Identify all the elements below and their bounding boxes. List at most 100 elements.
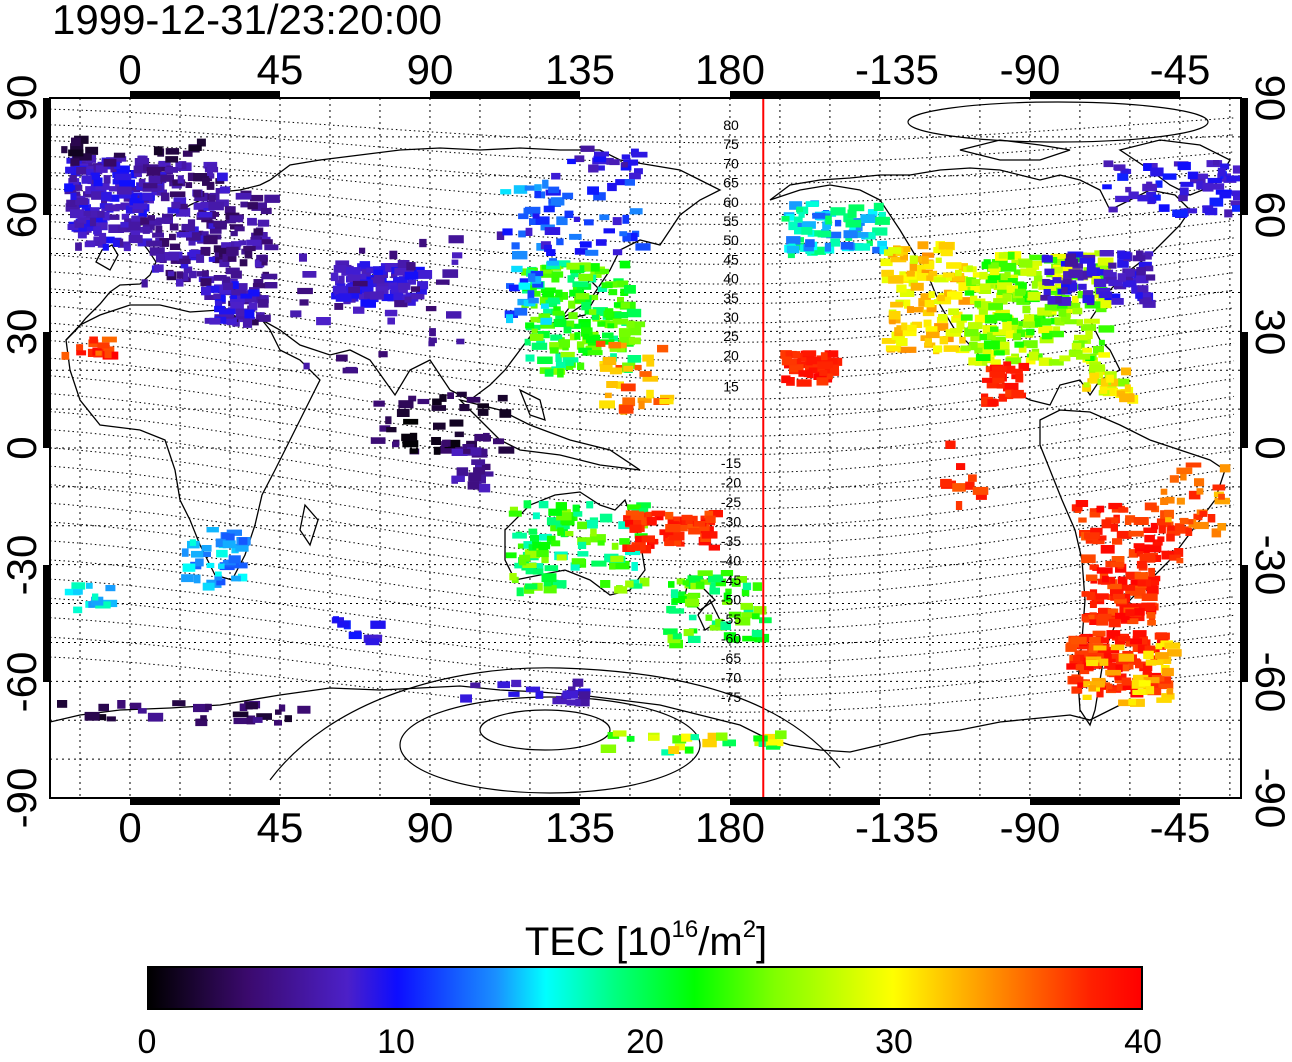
tec-cell <box>240 201 248 208</box>
tec-cell <box>193 189 202 198</box>
tec-cell <box>1071 504 1083 512</box>
tec-cell <box>466 396 481 403</box>
tec-cell <box>1029 254 1045 261</box>
tec-cell <box>366 267 374 273</box>
tec-cell <box>456 391 467 397</box>
tec-cell <box>525 686 541 693</box>
tec-cell <box>629 208 643 215</box>
tec-cell <box>146 167 162 176</box>
tec-cell <box>73 606 83 614</box>
tec-cell <box>96 211 105 218</box>
tec-cell <box>1041 333 1053 340</box>
tec-cell <box>231 281 239 289</box>
tec-cell <box>581 327 593 337</box>
tec-cell <box>149 247 165 256</box>
tec-cell <box>581 301 591 311</box>
tec-cell <box>1161 550 1175 560</box>
tec-cell <box>1058 307 1067 317</box>
tec-cell <box>1068 350 1083 357</box>
colorbar-tick: 0 <box>137 1023 157 1061</box>
tec-cell <box>392 441 400 448</box>
tec-cell <box>359 294 368 300</box>
tec-cell <box>436 279 450 285</box>
tec-cell <box>1158 680 1174 690</box>
tec-cell <box>101 191 112 201</box>
frame-tick <box>1241 565 1248 682</box>
tec-cell <box>352 280 368 287</box>
tec-cell <box>628 326 642 336</box>
tec-cell <box>1006 285 1018 294</box>
tec-cell <box>1089 508 1102 514</box>
tec-cell <box>1110 562 1125 568</box>
tec-cell <box>988 303 1003 310</box>
tec-cell <box>1128 698 1136 706</box>
tec-cell <box>584 219 594 226</box>
tec-cell <box>511 265 523 273</box>
tec-cell <box>419 238 427 248</box>
tec-cell <box>259 254 267 262</box>
tec-cell <box>1146 191 1157 200</box>
tec-cell <box>543 585 557 594</box>
frame-tick <box>1030 91 1180 98</box>
tec-cell <box>176 232 192 238</box>
tec-cell <box>1211 528 1222 538</box>
tec-cell <box>350 289 362 299</box>
tec-cell <box>386 427 397 433</box>
tec-cell <box>579 322 590 328</box>
tec-cell <box>131 216 145 225</box>
tec-cell <box>1122 280 1137 288</box>
tec-cell <box>1073 655 1081 664</box>
tec-cell <box>335 260 350 269</box>
tec-cell <box>924 338 932 347</box>
tec-cell <box>532 281 544 288</box>
tec-cell <box>429 328 436 337</box>
tec-cell <box>611 542 619 550</box>
tec-cell <box>1089 564 1099 570</box>
tec-cell <box>516 587 524 597</box>
contour-label: 65 <box>723 175 739 191</box>
tec-cell <box>207 169 213 176</box>
tec-cell <box>621 154 631 160</box>
tec-cell <box>149 218 162 226</box>
tec-cell <box>933 345 943 353</box>
tec-cell <box>70 192 77 200</box>
tec-cell <box>657 344 669 353</box>
axis-label: -90 <box>1247 768 1292 829</box>
tec-cell <box>558 339 570 348</box>
tec-cell <box>544 369 554 377</box>
tec-cell <box>574 332 581 340</box>
tec-cell <box>629 579 640 588</box>
tec-cell <box>1107 583 1122 590</box>
tec-cell <box>937 295 945 302</box>
tec-cell <box>759 617 772 624</box>
tec-cell <box>137 708 147 714</box>
axis-label: 90 <box>407 46 454 93</box>
tec-cell <box>451 448 468 456</box>
tec-cell <box>621 162 628 168</box>
tec-cell <box>531 328 538 334</box>
tec-cell <box>120 221 129 228</box>
tec-cell <box>789 201 803 210</box>
tec-cell <box>1067 302 1081 310</box>
tec-cell <box>1166 688 1174 695</box>
tec-cell <box>1144 645 1156 653</box>
tec-cell <box>544 227 561 235</box>
tec-cell <box>508 510 522 517</box>
tec-cell <box>508 691 520 697</box>
axis-label: -45 <box>1150 46 1211 93</box>
tec-cell <box>1096 689 1104 698</box>
tec-cell <box>816 377 829 386</box>
tec-cell <box>1082 694 1092 700</box>
tec-cell <box>227 256 237 262</box>
tec-cell <box>617 297 624 306</box>
tec-cell <box>95 183 110 190</box>
tec-cell <box>226 246 239 256</box>
tec-cell <box>264 244 279 251</box>
tec-cell <box>623 365 633 372</box>
tec-cell <box>1097 613 1112 622</box>
tec-cell <box>1121 274 1133 282</box>
tec-cell <box>793 358 802 365</box>
tec-cell <box>1003 382 1019 392</box>
contour-label: 70 <box>723 155 739 171</box>
tec-cell <box>235 308 250 317</box>
